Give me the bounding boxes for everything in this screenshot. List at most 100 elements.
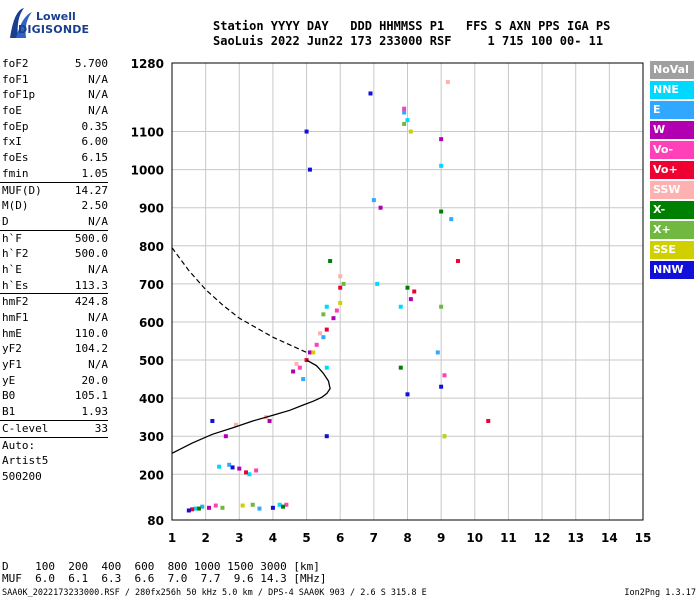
x-tick-label: 13 <box>567 531 584 545</box>
echo-point <box>371 198 376 203</box>
y-tick-label: 400 <box>139 392 164 406</box>
echo-point <box>297 365 302 370</box>
x-tick-label: 2 <box>201 531 209 545</box>
param-value: N/A <box>88 72 108 86</box>
param-row: foF1 N/A <box>0 72 112 88</box>
echo-point <box>341 281 346 286</box>
param-name: h`F <box>2 231 22 245</box>
x-tick-label: 4 <box>269 531 277 545</box>
y-tick-label: 200 <box>139 468 164 482</box>
param-value: 500.0 <box>74 231 108 245</box>
echo-point <box>267 418 272 423</box>
echo-point <box>439 137 444 142</box>
echo-point <box>186 508 191 513</box>
echo-point <box>190 507 195 512</box>
param-name: fxI <box>2 135 22 149</box>
param-row: foE N/A <box>0 103 112 119</box>
param-value: 105.1 <box>74 389 108 403</box>
param-name: h`E <box>2 262 22 276</box>
echo-point <box>207 505 212 510</box>
echo-point <box>328 259 333 264</box>
header-line-2: SaoLuis 2022 Jun22 173 233000 RSF 1 715 … <box>213 34 604 48</box>
echo-point <box>237 466 242 471</box>
footer-file-info: SAA0K_2022173233000.RSF / 280fx256h 50 k… <box>2 588 427 598</box>
y-tick-label: 800 <box>139 240 164 254</box>
param-name: Artist5 <box>2 454 49 468</box>
param-name: 500200 <box>2 469 42 483</box>
param-value: 33 <box>94 421 108 435</box>
x-tick-label: 8 <box>403 531 411 545</box>
y-tick-label: 1100 <box>131 126 164 140</box>
x-tick-label: 5 <box>302 531 310 545</box>
param-row: MUF(D) 14.27 <box>0 183 112 199</box>
echo-point <box>281 504 286 509</box>
param-value: 6.15 <box>81 151 109 165</box>
param-value: 2.50 <box>81 199 109 213</box>
echo-point <box>233 422 238 427</box>
y-tick-label: 1280 <box>131 57 164 71</box>
echo-point <box>294 361 299 366</box>
y-tick-label: 1000 <box>131 164 164 178</box>
echo-point <box>368 91 373 96</box>
echo-point <box>324 327 329 332</box>
echo-point <box>439 209 444 214</box>
param-row: foEs 6.15 <box>0 150 112 166</box>
param-name: fmin <box>2 166 29 180</box>
echo-point <box>435 350 440 355</box>
legend-item-w: W <box>650 121 694 139</box>
polarization-legend: NoVal NNE E W Vo- Vo+ SSW X- X+ SSE NNW <box>650 61 694 281</box>
echo-point <box>217 464 222 469</box>
param-separator <box>0 436 108 438</box>
echo-point <box>257 506 262 511</box>
param-value: 0.35 <box>81 119 109 133</box>
echo-point <box>331 316 336 321</box>
lowell-logo <box>6 4 76 44</box>
param-name: hmF2 <box>2 295 29 309</box>
legend-item-ssw: SSW <box>650 181 694 199</box>
echo-point <box>277 502 282 507</box>
echo-point <box>314 342 319 347</box>
param-row: h`Es 113.3 <box>0 278 112 294</box>
param-name: D <box>2 214 9 228</box>
param-row: hmE 110.0 <box>0 326 112 342</box>
x-tick-label: 12 <box>534 531 551 545</box>
param-value: 110.0 <box>74 326 108 340</box>
param-value: N/A <box>88 358 108 372</box>
param-row: yF1 N/A <box>0 357 112 373</box>
param-value: 20.0 <box>81 373 109 387</box>
param-name: C-level <box>2 421 49 435</box>
param-separator <box>0 181 108 183</box>
param-value: 500.0 <box>74 247 108 261</box>
legend-item-nnw: NNW <box>650 261 694 279</box>
param-row: foF1p N/A <box>0 87 112 103</box>
echo-point <box>405 118 410 123</box>
param-row: M(D) 2.50 <box>0 198 112 214</box>
echo-point <box>213 503 218 508</box>
y-tick-label: 600 <box>139 316 164 330</box>
param-row: Artist5 <box>0 453 112 469</box>
param-value: 1.05 <box>81 166 109 180</box>
echo-point <box>324 365 329 370</box>
param-name: yE <box>2 373 16 387</box>
param-row: B1 1.93 <box>0 404 112 420</box>
echo-point <box>324 434 329 439</box>
echo-point <box>439 384 444 389</box>
param-value: 14.27 <box>74 183 108 197</box>
legend-item-nne: NNE <box>650 81 694 99</box>
param-separator <box>0 229 108 231</box>
param-value: 5.700 <box>74 57 108 70</box>
x-tick-label: 6 <box>336 531 344 545</box>
param-row: B0 105.1 <box>0 388 112 404</box>
echo-point <box>284 502 289 507</box>
digisonde-logo-icon <box>10 8 32 38</box>
echo-point <box>196 506 201 511</box>
echo-point <box>270 505 275 510</box>
echo-point <box>402 110 407 115</box>
echo-point <box>240 503 245 508</box>
echo-point <box>307 350 312 355</box>
param-value: N/A <box>88 214 108 228</box>
param-row: hmF2 424.8 <box>0 294 112 310</box>
echo-point <box>375 281 380 286</box>
echo-point <box>338 300 343 305</box>
